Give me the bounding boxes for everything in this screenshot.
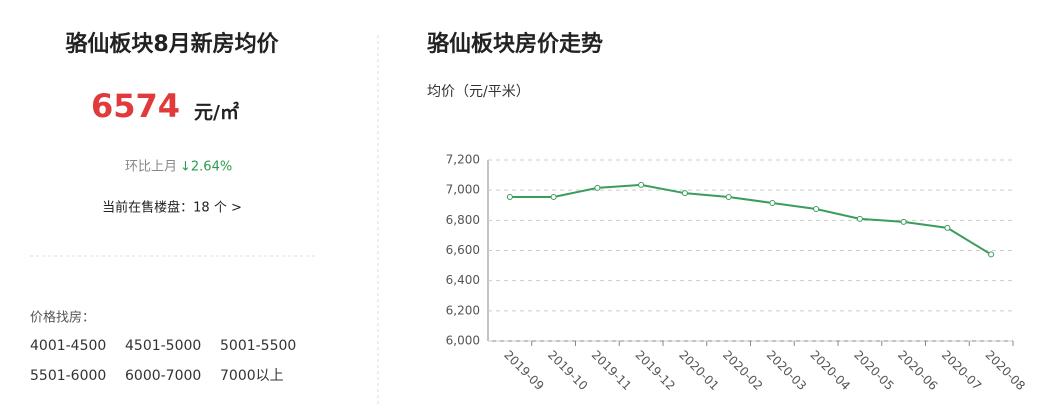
point [638, 181, 645, 188]
on-sale-link[interactable]: 当前在售楼盘：18 个 > [102, 200, 242, 216]
point [813, 206, 820, 213]
point [550, 193, 557, 200]
x-tick-label: 2019-09 [501, 348, 546, 393]
point [681, 190, 688, 197]
y-axis-label: 均价（元/平米） [427, 84, 530, 100]
price-range-link[interactable]: 4501-5000 [125, 338, 201, 354]
x-tick-label: 2020-01 [676, 348, 721, 393]
change-label: 环比上月 [125, 160, 177, 175]
filter-label: 价格找房： [30, 310, 95, 326]
x-tick-label: 2020-03 [764, 348, 809, 393]
price: 6574 [91, 87, 180, 125]
price-line [509, 183, 992, 256]
price-range-link[interactable]: 4001-4500 [30, 338, 106, 354]
y-tick-label: 6,000 [446, 334, 480, 348]
point [988, 251, 995, 258]
x-tick-label: 2020-05 [851, 348, 896, 393]
y-tick-label: 7,200 [446, 153, 480, 167]
price-range-link[interactable]: 7000以上 [220, 368, 284, 384]
x-tick-label: 2019-10 [545, 348, 590, 393]
point [944, 224, 951, 231]
y-tick-label: 7,000 [446, 183, 480, 197]
price-range-link[interactable]: 5001-5500 [220, 338, 296, 354]
x-tick-label: 2020-07 [939, 348, 984, 393]
x-tick-label: 2020-08 [983, 348, 1028, 393]
price-range-link[interactable]: 6000-7000 [125, 368, 201, 384]
y-tick-label: 6,400 [446, 273, 480, 287]
y-tick-label: 6,200 [446, 303, 480, 317]
x-tick-label: 2020-06 [895, 348, 940, 393]
x-tick-label: 2019-11 [589, 348, 634, 393]
panel-title: 骆仙板块8月新房均价 [65, 31, 279, 57]
x-tick-label: 2020-04 [808, 348, 853, 393]
point [594, 184, 601, 191]
point [769, 199, 776, 206]
point [725, 193, 732, 200]
y-tick-label: 6,600 [446, 243, 480, 257]
x-tick-label: 2020-02 [720, 348, 765, 393]
y-tick-label: 6,800 [446, 213, 480, 227]
chart-title: 骆仙板块房价走势 [427, 31, 603, 57]
x-tick-label: 2019-12 [633, 348, 678, 393]
point [900, 218, 907, 225]
price-range-link[interactable]: 5501-6000 [30, 368, 106, 384]
point [506, 193, 513, 200]
change-value: ↓2.64% [180, 160, 232, 175]
point [856, 215, 863, 222]
price-unit: 元/㎡ [194, 101, 239, 124]
